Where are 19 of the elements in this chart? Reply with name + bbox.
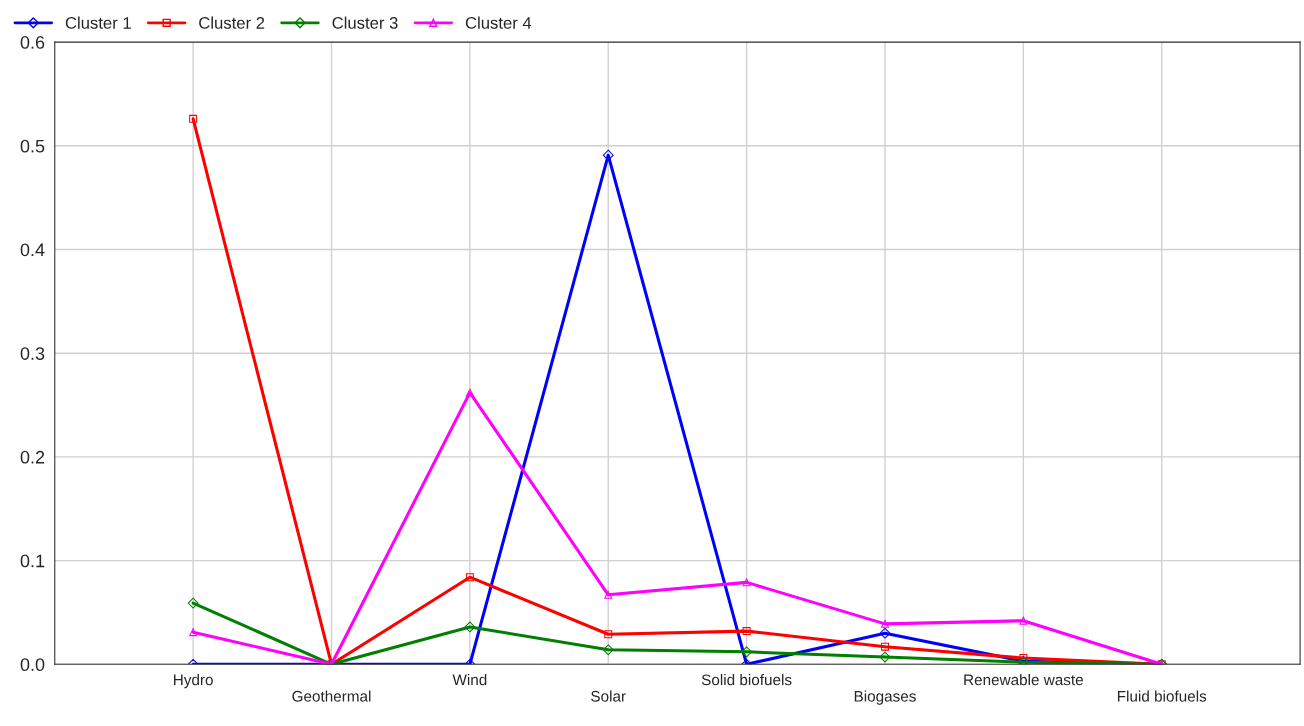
legend-label: Cluster 1 [65, 16, 131, 29]
y-tick-label: 0.1 [20, 554, 45, 568]
legend-label: Cluster 4 [465, 16, 532, 29]
x-tick-label: Solar [591, 690, 626, 702]
x-tick-label: Solid biofuels [701, 674, 792, 686]
legend-label: Cluster 3 [332, 16, 398, 29]
y-tick-label: 0.5 [20, 139, 45, 153]
x-tick-label: Renewable waste [964, 674, 1083, 686]
y-tick-label: 0.3 [20, 347, 45, 360]
y-tick-label: 0.2 [20, 450, 45, 464]
x-tick-label: Fluid biofuels [1117, 690, 1207, 702]
y-tick-label: 0.0 [20, 658, 45, 672]
x-tick-label: Biogases [854, 690, 916, 705]
y-tick-label: 0.6 [20, 36, 45, 49]
legend-label: Cluster 2 [199, 16, 265, 29]
x-tick-label: Wind [452, 674, 487, 686]
y-tick-label: 0.4 [20, 243, 45, 257]
x-tick-label: Hydro [174, 674, 213, 689]
x-tick-label: Geothermal [292, 690, 371, 702]
